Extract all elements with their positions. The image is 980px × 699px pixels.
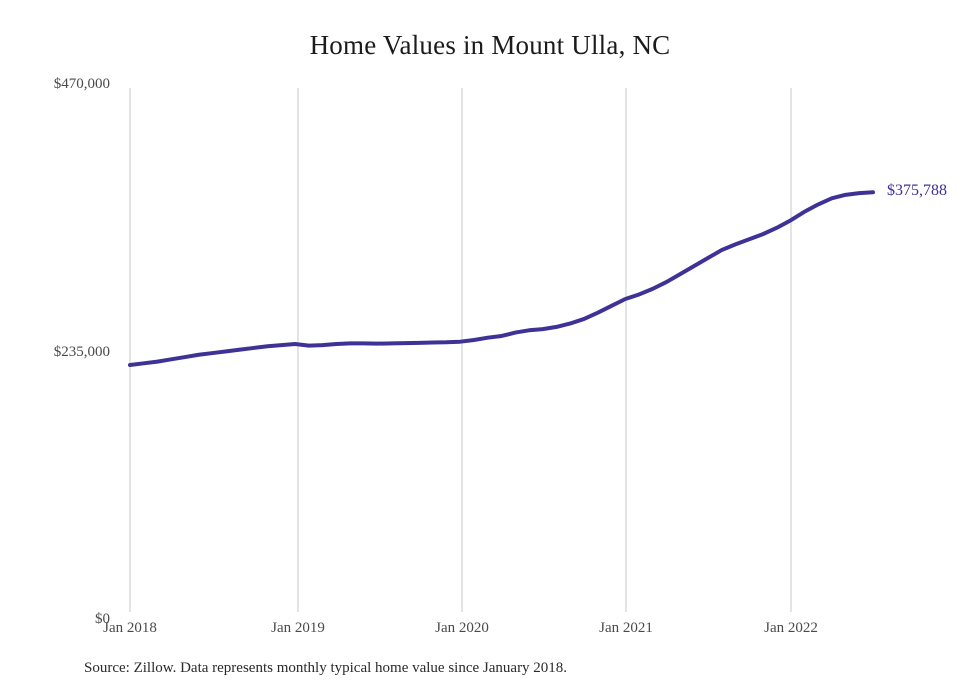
y-tick-label-470000: $470,000: [53, 76, 110, 92]
y-tick-label-235000: $235,000: [53, 343, 110, 360]
chart-title: Home Values in Mount Ulla, NC: [309, 30, 671, 60]
gridlines: [129, 88, 792, 612]
x-tick-label-jan-2019: Jan 2019: [271, 620, 325, 636]
series-lines: [128, 190, 875, 368]
series-line-0: [128, 190, 875, 368]
y-tick-label-0: $0: [95, 611, 110, 627]
x-tick-label-jan-2020: Jan 2020: [435, 620, 489, 636]
x-tick-label-jan-2018: Jan 2018: [103, 620, 157, 636]
source-note: Source: Zillow. Data represents monthly …: [84, 660, 568, 676]
series-end-value-label: $375,788: [887, 182, 947, 200]
x-tick-label-jan-2022: Jan 2022: [764, 620, 818, 636]
x-tick-label-jan-2021: Jan 2021: [599, 620, 653, 636]
